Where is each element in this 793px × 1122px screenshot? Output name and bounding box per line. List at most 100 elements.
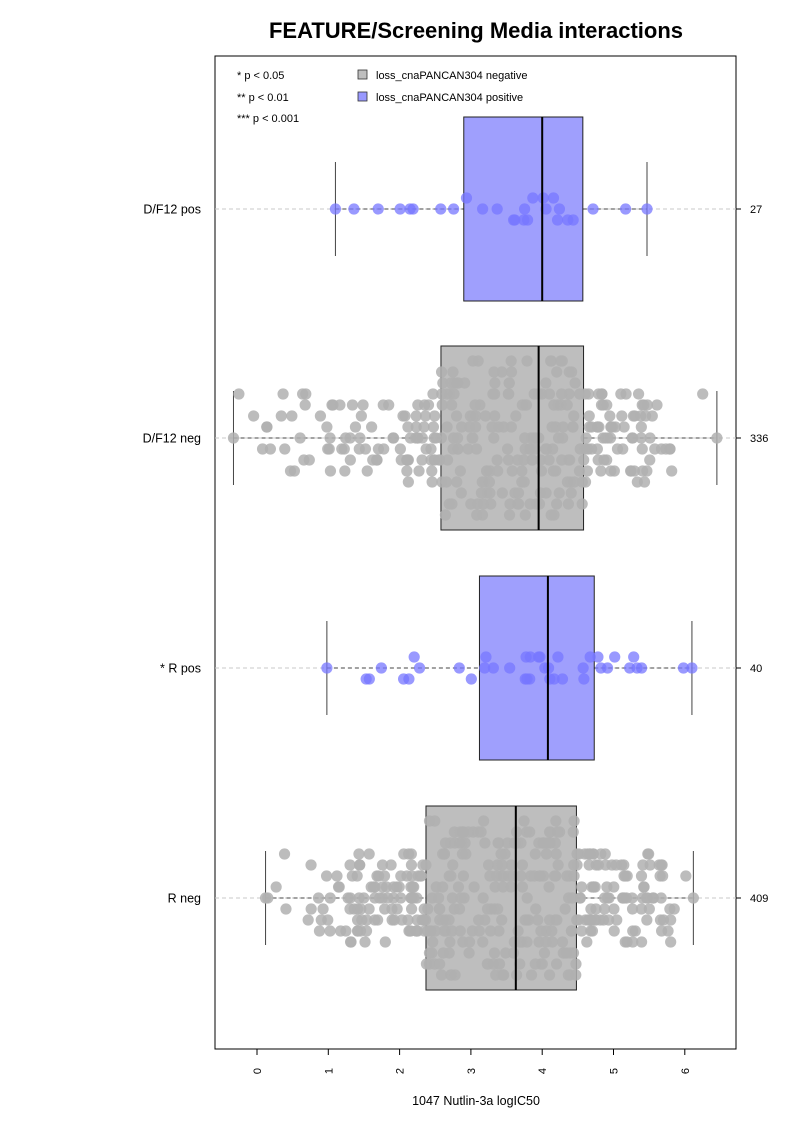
data-point	[482, 859, 495, 871]
data-point	[394, 203, 406, 215]
data-point	[379, 936, 391, 948]
data-point	[294, 432, 306, 444]
data-point	[561, 870, 573, 882]
data-point	[500, 947, 512, 959]
data-point	[619, 870, 632, 882]
data-point	[477, 498, 489, 510]
data-point	[548, 399, 560, 411]
data-point	[455, 892, 467, 904]
data-point	[552, 859, 564, 871]
data-point	[556, 936, 569, 948]
data-point	[573, 465, 586, 477]
data-point	[686, 662, 698, 674]
data-point	[473, 925, 485, 937]
data-point	[586, 925, 599, 937]
data-point	[519, 509, 531, 521]
data-point	[446, 399, 458, 411]
data-point	[538, 947, 551, 959]
data-point	[434, 903, 446, 915]
data-point	[278, 848, 291, 860]
data-point	[635, 936, 648, 948]
data-point	[387, 881, 400, 893]
data-point	[518, 476, 530, 488]
data-point	[455, 487, 467, 499]
data-point	[571, 848, 583, 860]
data-point	[519, 914, 531, 926]
data-point	[407, 881, 419, 893]
data-point	[551, 498, 563, 510]
data-point	[423, 815, 436, 827]
data-point	[601, 881, 613, 893]
data-point	[261, 421, 273, 433]
data-point	[227, 432, 240, 444]
x-axis-label: 1047 Nutlin-3a logIC50	[412, 1094, 540, 1108]
data-point	[489, 410, 501, 422]
data-point	[505, 421, 517, 433]
data-point	[666, 465, 678, 477]
data-point	[568, 859, 580, 871]
data-point	[644, 859, 656, 871]
group-r-neg: R neg 409	[168, 805, 768, 991]
data-point	[314, 410, 327, 422]
significance-note: *** p < 0.001	[237, 113, 299, 125]
data-point	[463, 947, 475, 959]
data-point	[505, 355, 517, 367]
data-point	[338, 443, 350, 455]
data-point	[568, 476, 580, 488]
data-point	[403, 673, 415, 685]
data-point	[543, 454, 555, 466]
data-point	[496, 487, 508, 499]
data-point	[628, 651, 640, 663]
data-point	[447, 366, 459, 378]
data-point	[540, 487, 552, 499]
data-point	[344, 454, 356, 466]
data-point	[543, 969, 556, 981]
data-point	[462, 443, 474, 455]
data-point	[608, 903, 620, 915]
group-label: D/F12 neg	[143, 432, 201, 446]
data-point	[540, 443, 552, 455]
data-point	[397, 410, 409, 422]
data-point	[402, 914, 414, 926]
data-point	[598, 903, 611, 915]
data-point	[525, 969, 538, 981]
data-point	[576, 498, 588, 510]
x-tick-label: 2	[395, 1068, 407, 1074]
data-point	[451, 432, 464, 444]
data-point	[528, 388, 540, 400]
data-point	[540, 203, 552, 215]
data-point	[524, 826, 536, 838]
data-point	[324, 925, 336, 937]
data-point	[605, 421, 617, 433]
data-point	[507, 214, 520, 226]
data-point	[410, 421, 422, 433]
data-point	[395, 454, 407, 466]
data-point	[408, 651, 420, 663]
data-point	[556, 355, 568, 367]
data-point	[487, 388, 499, 400]
data-point	[450, 410, 463, 422]
data-point	[540, 936, 552, 948]
data-point	[460, 848, 472, 860]
data-point	[512, 925, 524, 937]
data-point	[334, 925, 347, 937]
data-point	[570, 958, 582, 970]
data-point	[339, 465, 351, 477]
group-d-f12-pos: D/F12 pos 27	[143, 116, 762, 302]
data-point	[359, 443, 372, 455]
data-point	[566, 366, 578, 378]
data-point	[411, 892, 423, 904]
data-point	[479, 410, 492, 422]
data-point	[286, 410, 298, 422]
data-point	[529, 848, 541, 860]
groups-layer: D/F12 pos 27 D/F12 neg 336 * R pos 40 R neg 409	[143, 116, 768, 991]
data-point	[256, 443, 269, 455]
data-point	[407, 203, 419, 215]
data-point	[644, 454, 656, 466]
data-point	[617, 892, 629, 904]
data-point	[583, 410, 595, 422]
data-point	[447, 859, 459, 871]
data-point	[641, 465, 653, 477]
data-point	[492, 465, 504, 477]
